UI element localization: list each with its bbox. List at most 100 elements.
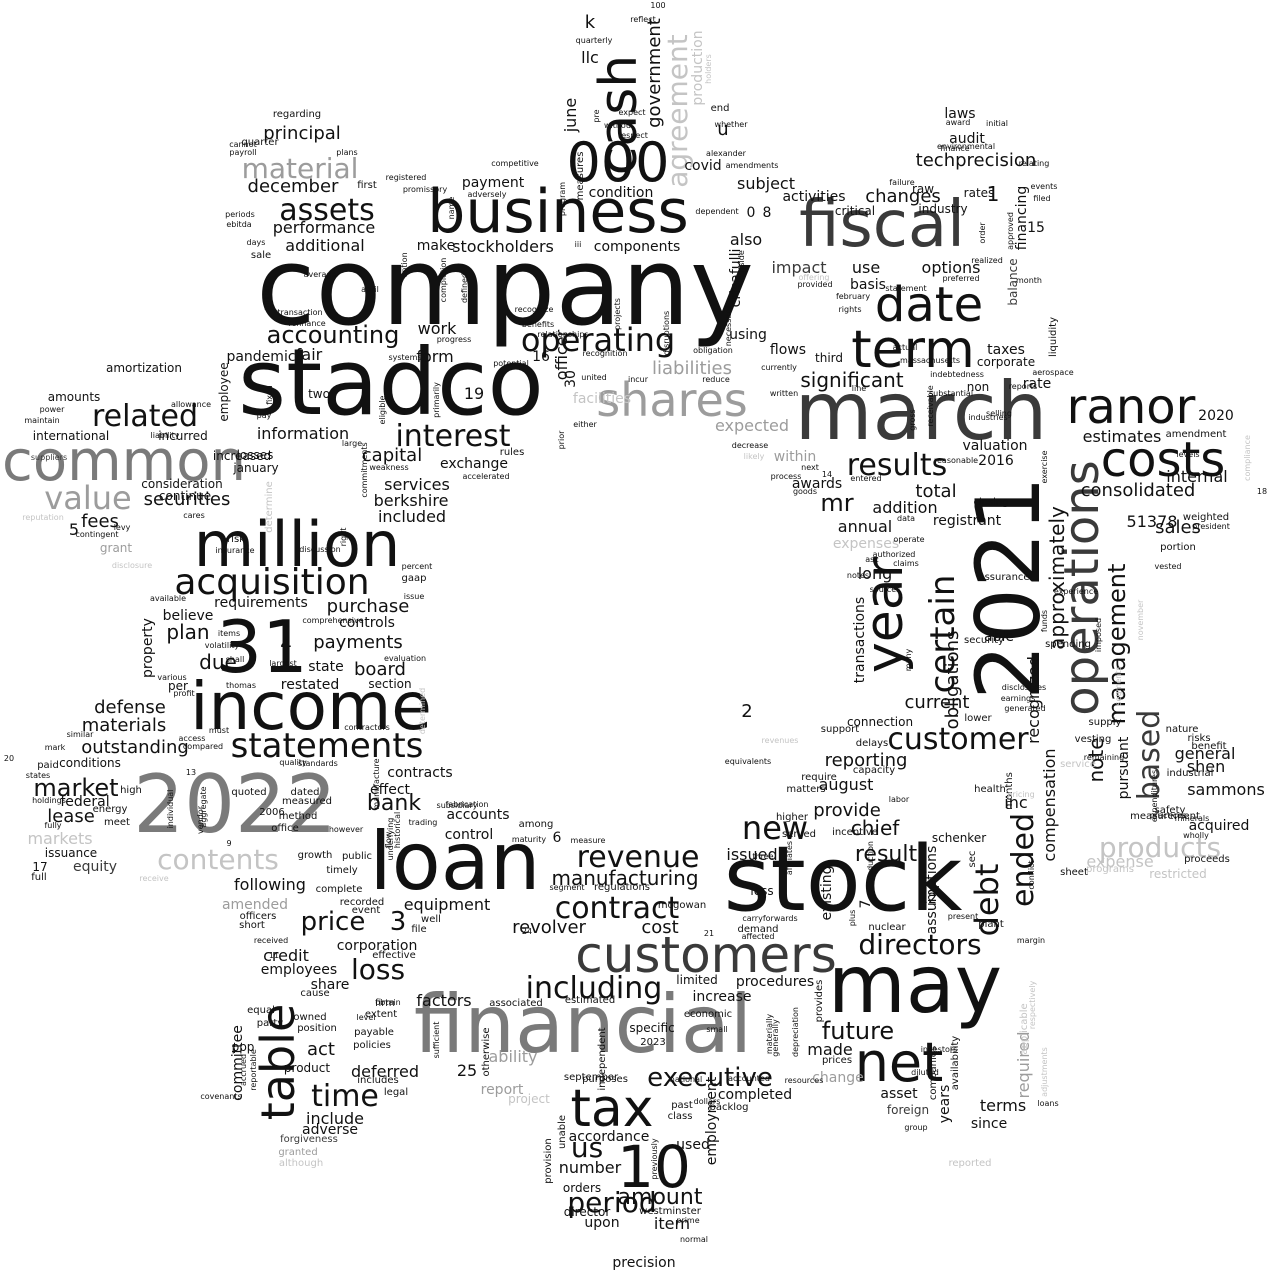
word-november: november xyxy=(1136,599,1145,641)
word-served: served xyxy=(782,829,816,840)
word-military: military xyxy=(262,279,271,311)
word-funds: funds xyxy=(1040,609,1049,633)
word-closing: closing xyxy=(973,497,1009,508)
word-costs: costs xyxy=(1100,432,1226,488)
word-respect: respect xyxy=(618,131,648,140)
word-amounts: amounts xyxy=(47,390,101,404)
word-cares: cares xyxy=(183,511,205,520)
word-loan: loan xyxy=(369,815,541,908)
word-incur: incur xyxy=(627,375,649,384)
word-products: products xyxy=(1098,831,1222,864)
word-rules: rules xyxy=(499,447,525,458)
word-2: 2 xyxy=(741,701,753,722)
word-cannot: cannot xyxy=(229,140,257,149)
word-substantial: substantial xyxy=(928,389,974,398)
word-outside: outside xyxy=(737,250,746,280)
word-capital: capital xyxy=(361,445,423,466)
word-national: national xyxy=(669,1075,703,1084)
word-asc: asc xyxy=(865,555,879,564)
word-per: per xyxy=(168,679,188,693)
word-resources: resources xyxy=(784,1076,824,1085)
word-refinance: refinance xyxy=(288,319,326,328)
word-5: 5 xyxy=(68,520,80,539)
word-limited: limited xyxy=(676,973,718,987)
word-respectively: respectively xyxy=(1028,980,1037,1030)
word-estimates: estimates xyxy=(1082,427,1162,446)
word-income: income xyxy=(190,668,432,745)
word-u: u xyxy=(717,119,729,140)
word-results: results xyxy=(846,448,948,483)
word-vesting: vesting xyxy=(1074,734,1112,745)
word-risks: risks xyxy=(1187,733,1211,744)
word-employee: employee xyxy=(217,362,231,422)
word-maintain: maintain xyxy=(24,416,60,425)
word-provide: provide xyxy=(813,800,881,821)
word-measure: measure xyxy=(570,836,606,845)
word-affected: affected xyxy=(741,932,775,941)
word-file: file xyxy=(411,924,427,935)
word-legal: legal xyxy=(383,1087,409,1098)
word-economic: economic xyxy=(683,1009,733,1020)
word-high: high xyxy=(120,785,142,796)
word-dated: dated xyxy=(290,787,320,798)
word-16: 16 xyxy=(532,349,550,365)
word-industrial: industrial xyxy=(1166,768,1214,779)
word-laws: laws xyxy=(944,106,976,122)
word-lease: lease xyxy=(47,806,95,827)
word-included: included xyxy=(377,507,447,526)
word-sufficient: sufficient xyxy=(432,1021,441,1059)
word-rights: rights xyxy=(838,305,862,314)
word-next: next xyxy=(801,463,819,472)
word-acquired: acquired xyxy=(1188,818,1250,834)
word-two: two xyxy=(308,387,330,401)
word-restricted: restricted xyxy=(1149,867,1207,881)
word-work: work xyxy=(417,319,457,338)
word-determined: determined xyxy=(418,687,427,735)
word-health: health xyxy=(974,784,1006,795)
word-since: since xyxy=(970,1116,1008,1132)
word-covid: covid xyxy=(684,158,722,174)
word-fees: fees xyxy=(81,511,119,532)
word-projects: projects xyxy=(613,298,622,330)
word-ppp: ppp xyxy=(231,1040,255,1054)
word-otherwise: otherwise xyxy=(481,1027,492,1077)
word-orders: orders xyxy=(562,1181,602,1195)
word-effect: effect xyxy=(369,782,411,798)
word-amendment: amendment xyxy=(1165,429,1227,440)
word-critical: critical xyxy=(834,204,876,218)
word-risk: risk xyxy=(227,534,245,545)
word-levy: levy xyxy=(113,523,131,532)
word-awards: awards xyxy=(791,476,843,492)
word-registered: registered xyxy=(385,173,427,182)
word-18: 18 xyxy=(1256,487,1268,496)
word-executive: executive xyxy=(647,1063,773,1093)
word-events: events xyxy=(1030,182,1058,191)
word-tax: tax xyxy=(570,1079,654,1139)
word-selling: selling xyxy=(986,409,1012,418)
word-11: 11 xyxy=(268,951,280,960)
word-received: received xyxy=(253,936,289,945)
word-24: 24 xyxy=(521,927,533,936)
word-available: available xyxy=(149,594,187,603)
word-short: short xyxy=(239,920,265,931)
word-promissory: promissory xyxy=(402,185,448,194)
word-comprehensive: comprehensive xyxy=(302,616,364,625)
word-carryforwards: carryforwards xyxy=(742,914,798,923)
word-many: many xyxy=(904,648,913,672)
word-connection: connection xyxy=(846,715,914,729)
word-loans: loans xyxy=(1037,1099,1059,1108)
word-whether: whether xyxy=(714,120,748,129)
word-april: april xyxy=(361,285,379,294)
word-subject: subject xyxy=(737,174,795,193)
word-transactions: transactions xyxy=(852,596,868,684)
word-federal: federal xyxy=(60,794,110,810)
word-contractors: contractors xyxy=(344,723,390,732)
word-3: 3 xyxy=(389,907,407,937)
word-less: less xyxy=(750,884,774,898)
word-benefits: benefits xyxy=(521,320,555,329)
word-measurement: measurement xyxy=(1130,811,1200,822)
word-internal: internal xyxy=(1166,467,1228,486)
word-ebitda: ebitda xyxy=(226,220,252,229)
word-without: without xyxy=(603,121,635,130)
word-covenants: covenants xyxy=(200,1092,242,1101)
